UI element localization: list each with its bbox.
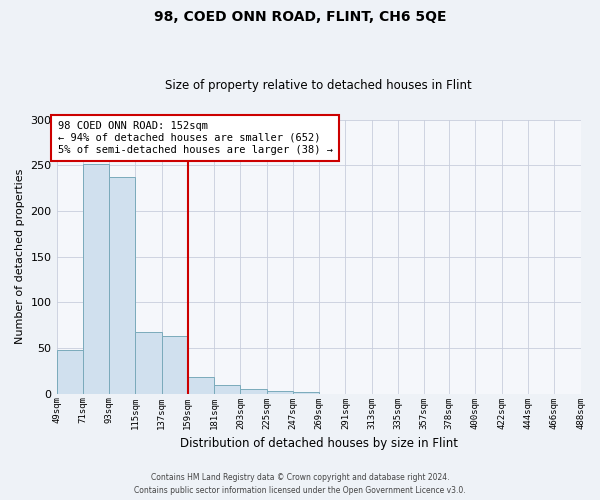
Bar	[214, 386, 241, 394]
Text: 98 COED ONN ROAD: 152sqm
← 94% of detached houses are smaller (652)
5% of semi-d: 98 COED ONN ROAD: 152sqm ← 94% of detach…	[58, 122, 333, 154]
Bar	[161, 336, 188, 394]
Bar	[266, 391, 293, 394]
Bar	[136, 332, 161, 394]
Bar	[83, 164, 109, 394]
Y-axis label: Number of detached properties: Number of detached properties	[15, 169, 25, 344]
Text: Contains HM Land Registry data © Crown copyright and database right 2024.
Contai: Contains HM Land Registry data © Crown c…	[134, 474, 466, 495]
Bar	[241, 389, 266, 394]
Title: Size of property relative to detached houses in Flint: Size of property relative to detached ho…	[165, 79, 472, 92]
Bar	[188, 377, 214, 394]
Bar	[109, 177, 136, 394]
Text: 98, COED ONN ROAD, FLINT, CH6 5QE: 98, COED ONN ROAD, FLINT, CH6 5QE	[154, 10, 446, 24]
Bar	[56, 350, 83, 394]
Bar	[293, 392, 319, 394]
X-axis label: Distribution of detached houses by size in Flint: Distribution of detached houses by size …	[179, 437, 458, 450]
